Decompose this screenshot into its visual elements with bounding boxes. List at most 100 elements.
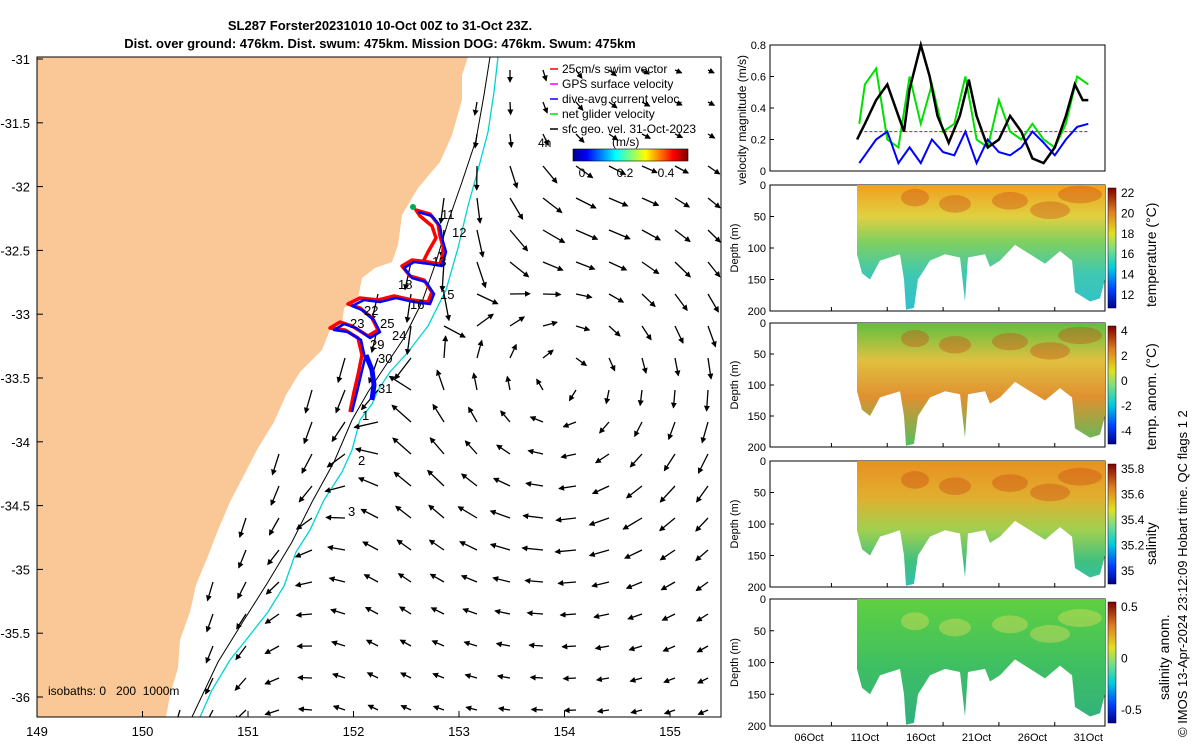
section-heatmap-blob xyxy=(1030,625,1070,643)
velocity-arrow xyxy=(608,293,625,303)
day-label: 11 xyxy=(441,207,455,222)
velocity-arrow xyxy=(624,549,643,559)
velocity-arrow xyxy=(489,509,511,519)
isobath-200-line xyxy=(191,57,491,717)
velocity-arrow xyxy=(468,406,478,423)
lat-tick-label: -33.5 xyxy=(0,371,30,386)
velocity-arrow xyxy=(536,378,544,391)
velocity-arrow xyxy=(436,369,445,391)
velocity-arrow xyxy=(527,448,544,455)
velocity-arrow xyxy=(264,709,280,716)
velocity-arrow xyxy=(507,133,514,149)
velocity-arrow xyxy=(697,453,709,474)
velocity-arrow xyxy=(674,357,681,377)
velocity-arrow xyxy=(627,613,643,621)
velocity-arrow xyxy=(336,357,346,384)
velocity-ytick-label: 0 xyxy=(760,166,766,178)
day-label: 3 xyxy=(348,504,355,519)
velocity-arrow xyxy=(505,375,512,391)
day-label: 12 xyxy=(452,225,466,240)
velocity-arrow xyxy=(641,68,651,75)
velocity-arrow xyxy=(696,677,709,684)
velocity-arrow xyxy=(641,261,660,275)
velocity-arrow xyxy=(492,576,511,583)
colorbar-tick-label: 2 xyxy=(1121,349,1128,363)
velocity-arrow xyxy=(568,389,577,402)
legend-gps-velocity: GPS surface velocity xyxy=(562,77,673,91)
velocity-arrow xyxy=(542,101,549,114)
velocity-arrow xyxy=(303,421,313,445)
velocity-arrow xyxy=(494,608,511,615)
velocity-arrow xyxy=(608,197,629,207)
speed-colorbar xyxy=(572,148,689,162)
velocity-arrow xyxy=(208,709,214,717)
velocity-arrow xyxy=(707,100,716,106)
lat-tick-label: -35.5 xyxy=(0,626,30,641)
velocity-arrow xyxy=(430,607,445,615)
velocity-arrow xyxy=(707,132,716,139)
section-heatmap-blob xyxy=(1030,483,1070,502)
velocity-arrow xyxy=(594,453,610,464)
velocity-arrow xyxy=(707,357,714,380)
glider-track-red xyxy=(328,208,446,413)
section-field-group xyxy=(857,599,1105,725)
velocity-arrow xyxy=(707,261,721,278)
velocity-arrow xyxy=(460,473,478,487)
velocity-arrow xyxy=(364,606,379,615)
velocity-arrow xyxy=(663,453,676,472)
date-tick-label: 16Oct xyxy=(906,732,935,744)
velocity-arrow xyxy=(608,229,631,240)
velocity-arrow xyxy=(641,229,662,241)
velocity-arrow xyxy=(391,404,412,423)
velocity-arrow xyxy=(357,477,379,487)
velocity-arrow xyxy=(271,453,280,476)
colorbar-tick: 0 xyxy=(579,166,586,180)
velocity-arrow xyxy=(363,574,379,583)
velocity-arrow xyxy=(500,410,511,423)
velocity-arrow xyxy=(608,357,616,372)
velocity-arrow xyxy=(700,421,709,444)
velocity-arrow xyxy=(298,485,313,503)
velocity-arrow xyxy=(707,325,717,348)
lat-tick-label: -32 xyxy=(11,180,30,195)
velocity-arrow xyxy=(641,357,648,374)
velocity-arrow xyxy=(324,485,346,493)
colorbar-tick-label: 35.4 xyxy=(1121,513,1145,527)
velocity-arrow xyxy=(325,514,346,521)
velocity-arrow xyxy=(438,197,445,225)
colorbar-tick-label: 0 xyxy=(1121,652,1128,666)
section-heatmap-blob xyxy=(1058,326,1102,345)
velocity-arrow xyxy=(443,325,466,338)
velocity-arrow xyxy=(332,704,346,711)
section-heatmap-blob xyxy=(939,477,971,496)
velocity-arrow xyxy=(575,229,599,241)
velocity-arrow xyxy=(562,421,577,428)
land-mass xyxy=(37,57,468,717)
velocity-series-line xyxy=(858,66,1089,150)
velocity-arrow xyxy=(509,165,519,189)
colorbar-tick-label: -4 xyxy=(1121,424,1132,438)
velocity-arrow xyxy=(591,485,610,495)
velocity-arrow xyxy=(628,645,643,652)
velocity-arrow xyxy=(367,704,379,711)
velocity-arrow xyxy=(575,325,591,332)
velocity-arrow xyxy=(464,673,478,680)
velocity-arrow xyxy=(641,165,658,174)
colorbar-tick-label: 18 xyxy=(1121,227,1135,241)
section-field-clip xyxy=(857,323,1105,446)
velocity-arrow xyxy=(696,485,709,503)
velocity-arrow xyxy=(235,645,247,661)
velocity-arrow xyxy=(294,549,313,558)
depth-tick-label: 0 xyxy=(760,180,766,192)
velocity-arrow xyxy=(495,641,511,648)
section-field-group xyxy=(857,323,1105,446)
velocity-arrow xyxy=(558,484,577,491)
velocity-arrow xyxy=(521,545,544,552)
colorbar-tick: 0.4 xyxy=(658,166,675,180)
velocity-arrow xyxy=(428,504,445,519)
velocity-arrow xyxy=(588,517,610,527)
colorbar-tick-label: -0.5 xyxy=(1121,703,1142,717)
velocity-arrow xyxy=(524,577,544,584)
velocity-arrow xyxy=(659,485,676,503)
lon-tick-label: 154 xyxy=(554,724,576,739)
